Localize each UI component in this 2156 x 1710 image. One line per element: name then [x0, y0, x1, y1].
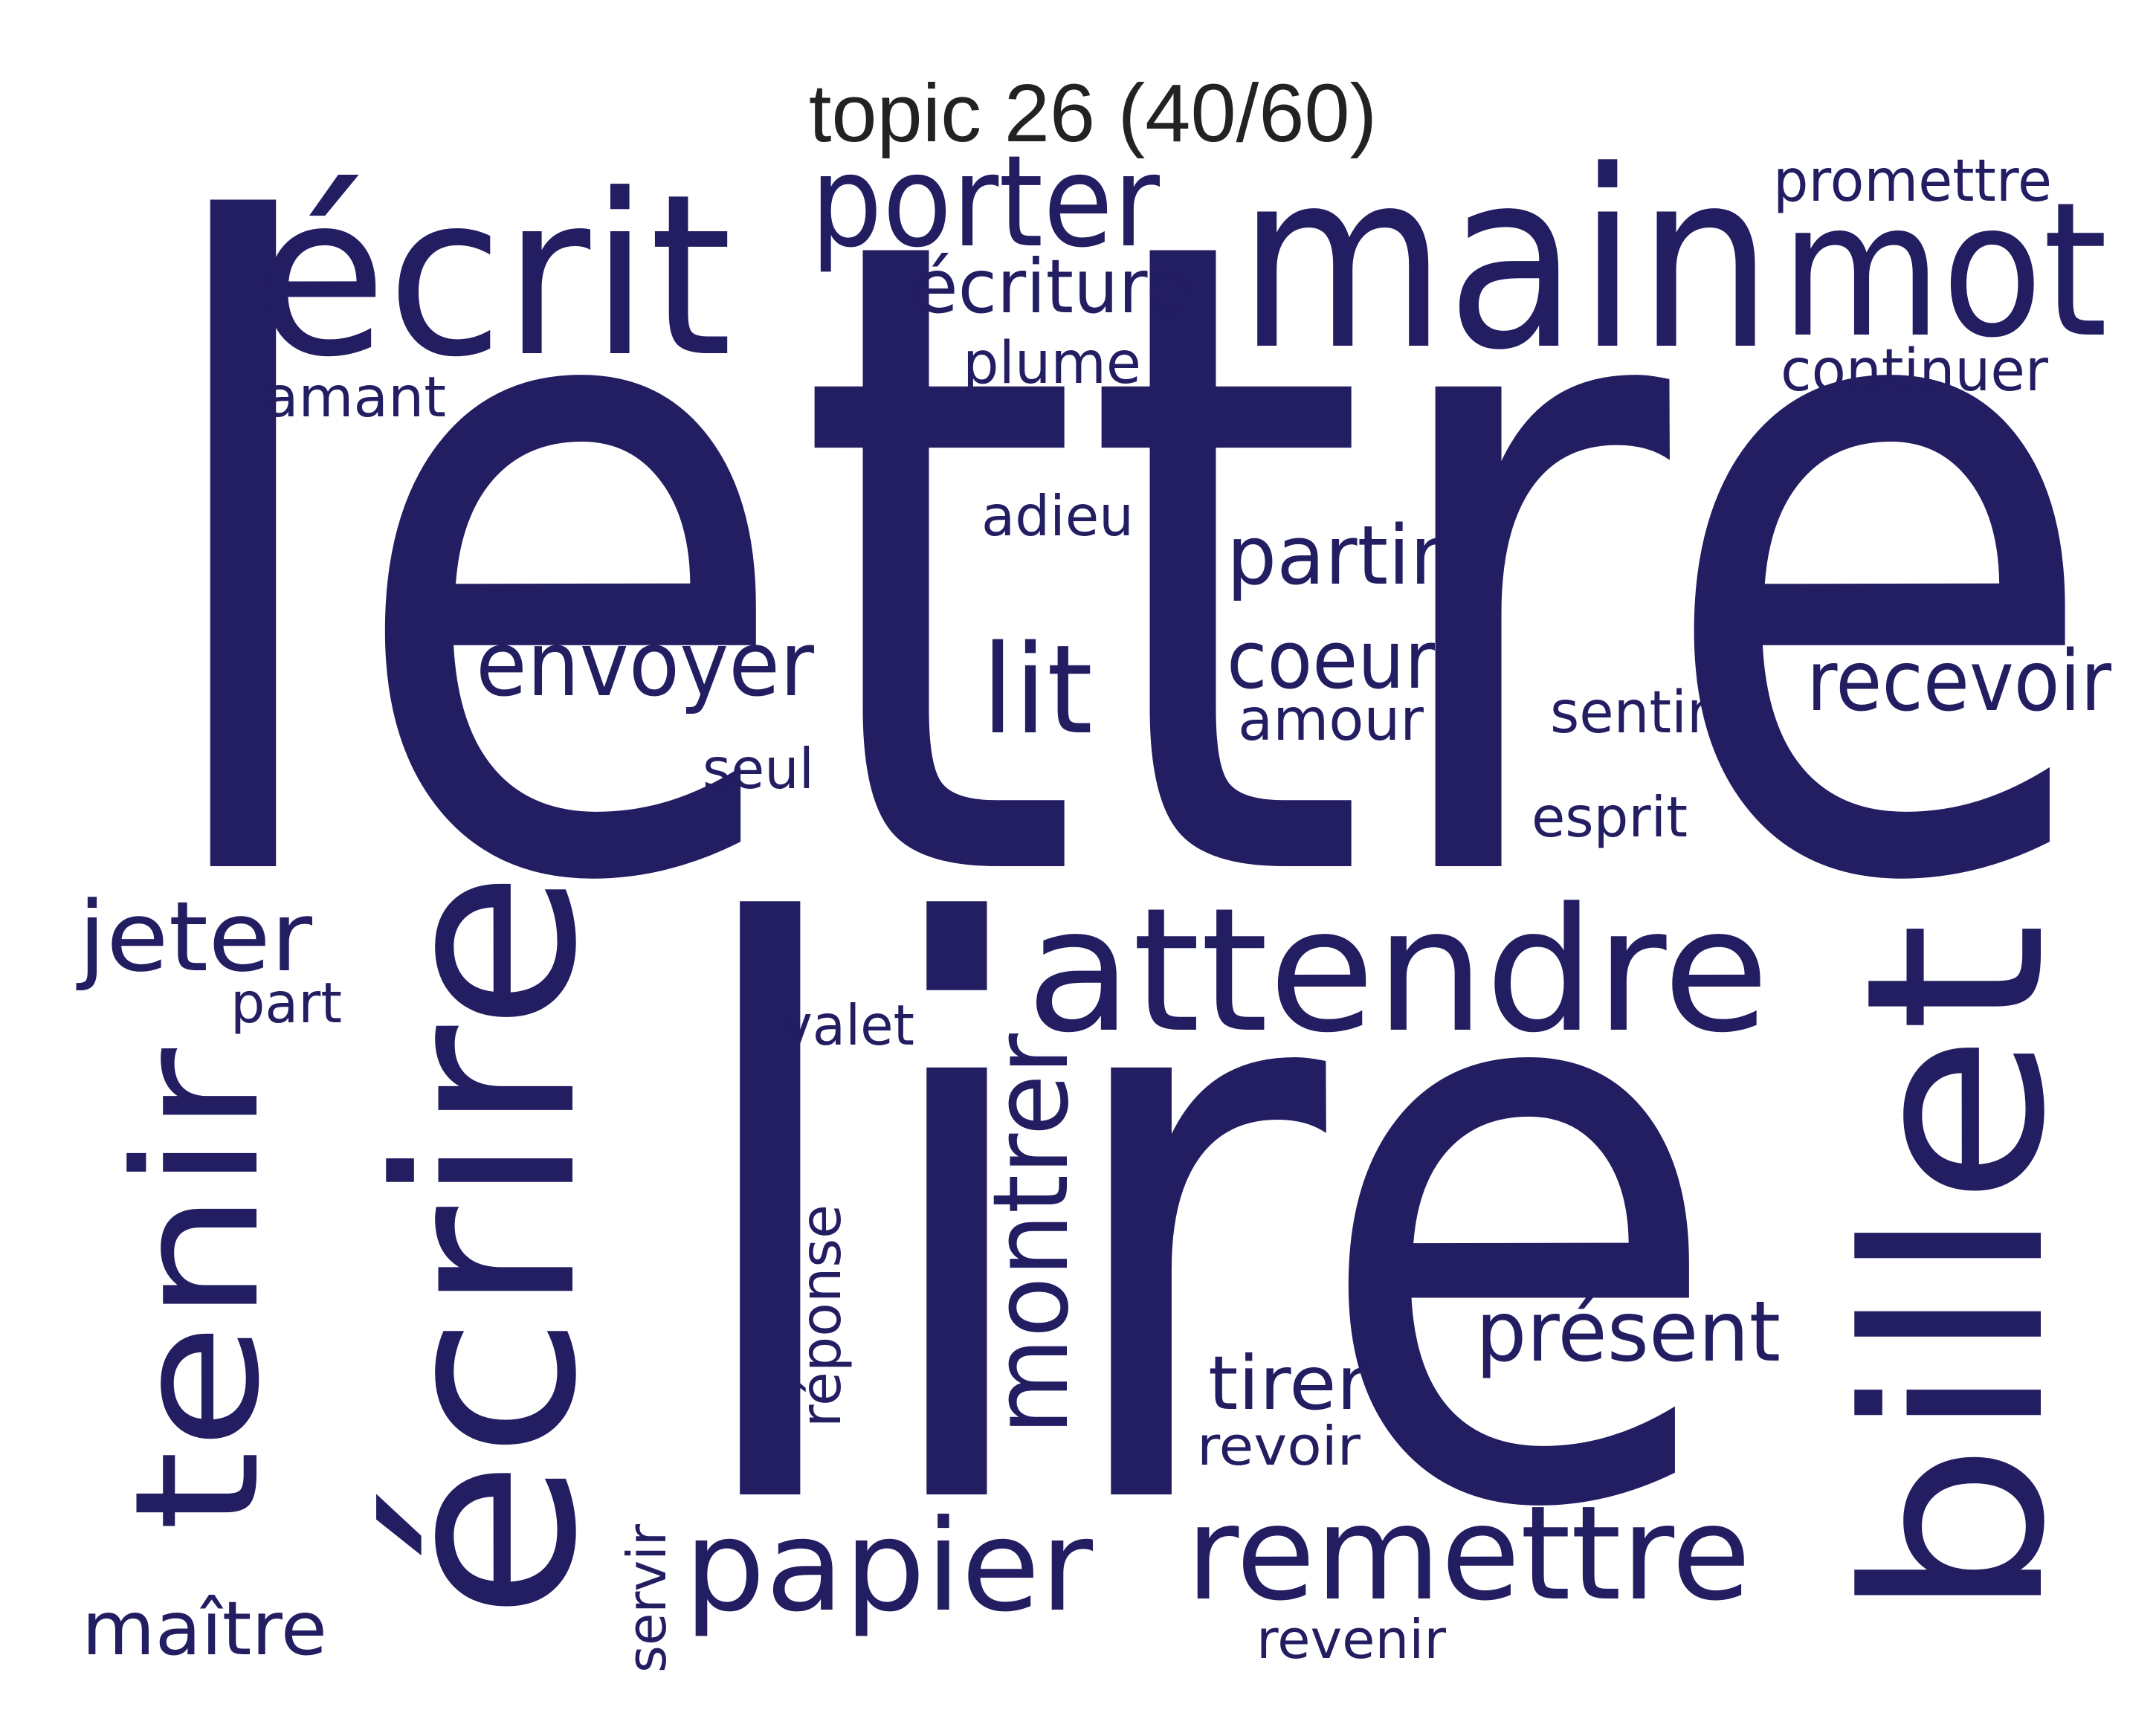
word-attendre: attendre	[1026, 872, 1769, 1071]
word-promettre: promettre	[1773, 148, 2052, 215]
word-lettre: lettre	[141, 53, 2104, 1074]
word-lit: lit	[981, 619, 1093, 761]
word-envoyer: envoyer	[476, 613, 815, 717]
word-tenir: tenir	[99, 1048, 297, 1532]
word-recevoir: recevoir	[1807, 633, 2112, 730]
word-amant: amant	[264, 364, 446, 430]
word-revenir: revenir	[1256, 1608, 1446, 1671]
word-revoir: revoir	[1197, 1415, 1361, 1477]
word-mot: mot	[1781, 162, 2108, 378]
word-coeur: coeur	[1227, 614, 1436, 707]
cloud-title: topic 26 (40/60)	[809, 68, 1377, 159]
word-plume: plume	[963, 330, 1141, 397]
word-billet: billet	[1813, 922, 2099, 1621]
word-amour: amour	[1238, 687, 1424, 754]
word-reponse: réponse	[788, 1204, 853, 1427]
word-jeter: jeter	[76, 880, 313, 993]
word-seul: seul	[703, 736, 814, 801]
word-sentir: sentir	[1550, 680, 1711, 746]
word-montrer: montrer	[971, 1033, 1092, 1435]
word-partir: partir	[1227, 508, 1443, 603]
word-lire: lire	[677, 770, 1725, 1679]
word-ecriture: écriture	[914, 243, 1190, 330]
word-valet: valet	[781, 993, 914, 1058]
word-main: main	[1238, 118, 1773, 404]
word-adieu: adieu	[981, 483, 1134, 549]
word-servir: servir	[616, 1524, 678, 1673]
word-maitre: maître	[82, 1585, 327, 1672]
word-papier: papier	[684, 1493, 1093, 1640]
word-tirer: tirer	[1208, 1340, 1369, 1427]
word-ecrit: écrit	[256, 146, 732, 406]
word-present: présent	[1476, 1284, 1781, 1381]
word-remettre: remettre	[1186, 1479, 1751, 1630]
word-continuer: continuer	[1781, 338, 2049, 404]
word-porter: porter	[810, 129, 1160, 276]
word-esprit: esprit	[1532, 784, 1688, 850]
word-part: part	[230, 970, 342, 1036]
word-ecrire: écrire	[345, 870, 630, 1621]
